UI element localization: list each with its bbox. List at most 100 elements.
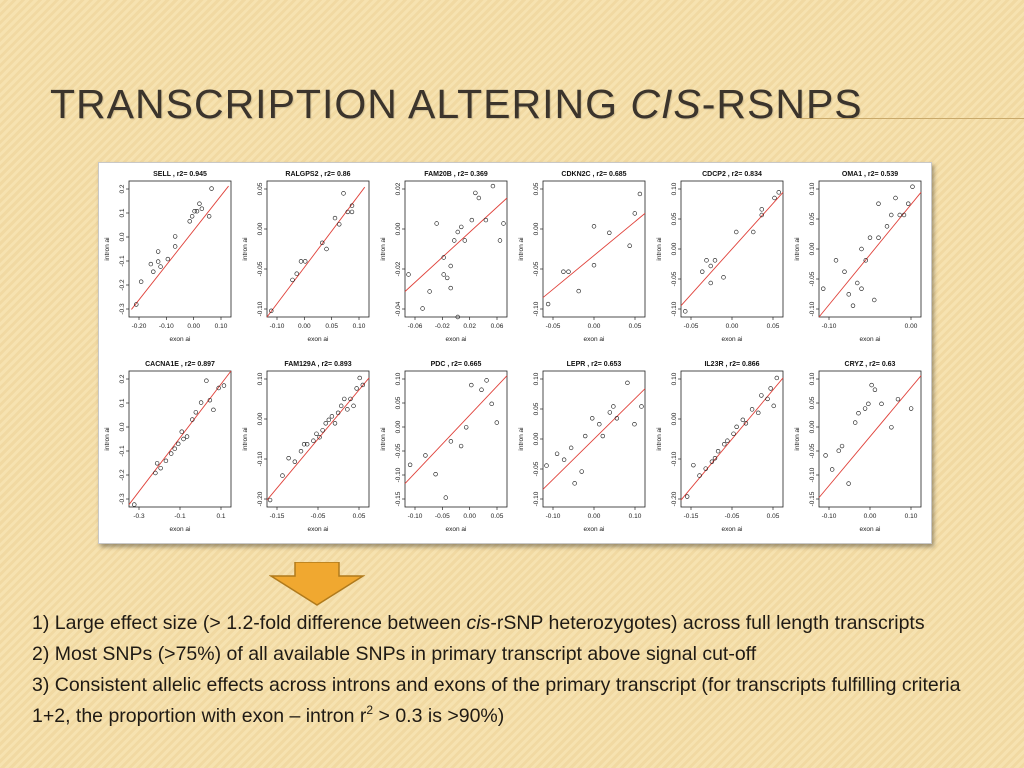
data-point: [906, 201, 911, 206]
data-point: [172, 446, 177, 451]
data-point: [158, 264, 163, 269]
data-point: [317, 435, 322, 440]
x-axis-label: exon ai: [446, 526, 467, 533]
data-point: [722, 442, 727, 447]
data-point: [187, 219, 192, 224]
data-point: [320, 428, 325, 433]
data-point: [684, 494, 690, 499]
data-point: [611, 404, 616, 409]
y-tick-label: -0.10: [395, 467, 402, 482]
y-tick-label: -0.3: [119, 303, 126, 315]
y-axis-label: intron ai: [104, 427, 111, 450]
data-point: [759, 212, 764, 218]
y-tick-label: 0.00: [809, 420, 816, 433]
y-tick-label: -0.15: [809, 491, 816, 506]
y-tick-label: -0.05: [533, 261, 540, 276]
data-point: [901, 212, 907, 218]
x-tick-label: 0.00: [588, 323, 601, 330]
data-point: [198, 400, 204, 405]
y-tick-label: 0.05: [533, 402, 540, 415]
plot-title: IL23R , r2= 0.866: [704, 361, 759, 368]
scatter-plot: CACNA1E , r2= 0.897 -0.3 -0.1 0.1 -0.3 -0.2 -0…: [101, 355, 239, 543]
y-tick-label: -0.10: [809, 467, 816, 482]
x-tick-label: 0.00: [726, 323, 739, 330]
regression-line: [128, 370, 232, 505]
data-point: [712, 258, 718, 263]
data-point: [591, 224, 597, 229]
plot-title: CRYZ , r2= 0.63: [845, 361, 896, 368]
data-point: [441, 272, 446, 277]
data-point: [833, 258, 839, 263]
regression-line: [131, 185, 229, 310]
data-point: [407, 462, 413, 467]
data-point: [176, 441, 181, 447]
data-point: [863, 258, 868, 263]
data-point: [476, 195, 482, 201]
data-point: [427, 289, 432, 294]
plot-title: FAM20B , r2= 0.369: [424, 171, 488, 178]
data-point: [839, 443, 845, 449]
data-point: [704, 258, 709, 263]
plot-title: CDKN2C , r2= 0.685: [561, 171, 626, 178]
data-point: [320, 240, 325, 246]
data-point: [607, 230, 612, 236]
x-tick-label: 0.10: [905, 513, 918, 520]
data-point: [290, 277, 295, 283]
data-point: [348, 396, 353, 402]
y-tick-label: 0.00: [533, 222, 540, 235]
scatter-plot: PDC , r2= 0.665 -0.10 -0.05 0.00 0.05 -0.15 -0…: [377, 355, 515, 543]
data-point: [286, 455, 291, 461]
y-tick-label: -0.15: [395, 491, 402, 506]
plot-frame: [542, 180, 646, 318]
data-point: [292, 459, 298, 464]
data-point: [756, 410, 761, 416]
data-point: [497, 238, 503, 243]
data-point: [181, 436, 186, 442]
data-point: [734, 229, 739, 235]
data-point: [590, 416, 595, 421]
data-point: [153, 470, 158, 476]
scatter-plot: CDCP2 , r2= 0.834 -0.05 0.00 0.05 -0.10 -0.05…: [653, 165, 791, 353]
x-axis-label: exon ai: [308, 526, 329, 533]
data-point: [483, 217, 489, 223]
x-tick-label: 0.05: [767, 513, 780, 520]
data-point: [357, 375, 362, 381]
plot-title: OMA1 , r2= 0.539: [842, 171, 898, 178]
x-axis-label: exon ai: [584, 336, 605, 343]
data-point: [448, 285, 453, 291]
y-tick-label: 0.00: [257, 222, 264, 235]
data-point: [872, 297, 877, 303]
data-point: [311, 438, 316, 443]
data-point: [448, 263, 453, 269]
data-point: [846, 292, 851, 297]
y-tick-label: 0.2: [119, 374, 126, 383]
y-tick-label: 0.05: [257, 182, 264, 195]
data-point: [600, 433, 605, 439]
y-tick-label: 0.00: [809, 242, 816, 255]
data-point: [627, 243, 632, 248]
y-tick-label: -0.05: [809, 443, 816, 458]
y-tick-label: -0.05: [395, 443, 402, 458]
regression-line: [266, 377, 370, 501]
x-tick-label: -0.05: [435, 513, 450, 520]
data-point: [545, 301, 551, 307]
data-point: [148, 261, 154, 267]
data-point: [269, 308, 274, 314]
regression-line: [818, 192, 922, 318]
title-part2: -rSNPs: [701, 81, 863, 127]
data-point: [206, 214, 212, 219]
plot-title: CDCP2 , r2= 0.834: [702, 171, 762, 178]
data-point: [637, 191, 643, 197]
data-point: [329, 414, 335, 419]
data-point: [850, 303, 856, 308]
data-point: [774, 375, 780, 381]
data-point: [821, 286, 826, 291]
data-point: [332, 215, 338, 221]
y-tick-label: 0.00: [671, 242, 678, 255]
data-point: [197, 201, 202, 206]
data-point: [893, 195, 898, 201]
x-tick-label: -0.10: [270, 323, 285, 330]
data-point: [337, 222, 342, 227]
x-tick-label: -0.06: [408, 323, 423, 330]
data-point: [759, 393, 764, 398]
